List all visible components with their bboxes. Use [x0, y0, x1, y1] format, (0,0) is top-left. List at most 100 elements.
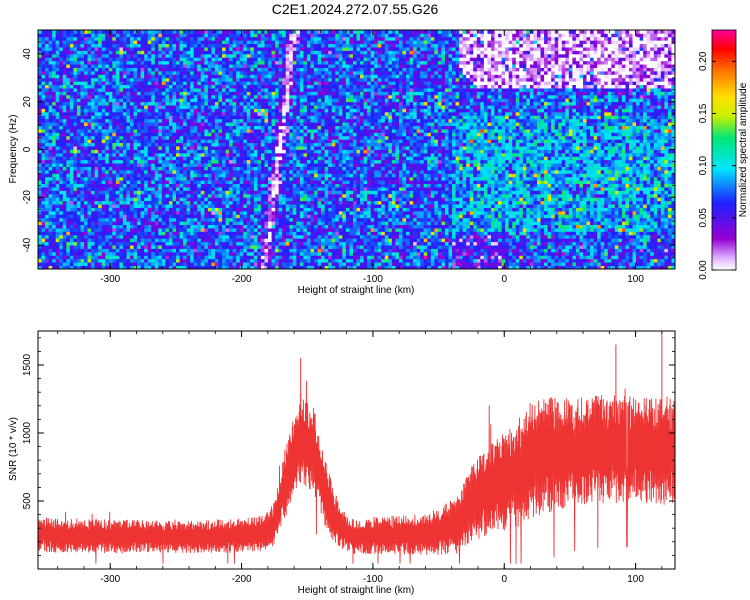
spectrogram-cell	[367, 228, 372, 232]
spectrogram-cell	[250, 241, 255, 246]
spectrogram-cell	[374, 187, 379, 191]
spectrogram-cell	[565, 187, 570, 191]
spectrogram-cell	[292, 217, 297, 222]
spectrogram-cell	[303, 217, 308, 222]
spectrogram-cell	[650, 255, 655, 260]
spectrogram-cell	[271, 234, 276, 239]
spectrogram-cell	[533, 258, 538, 263]
spectrogram-cell	[236, 262, 241, 266]
spectrogram-cell	[363, 258, 368, 263]
spectrogram-cell	[218, 217, 223, 222]
spectrogram-cell	[328, 176, 333, 181]
spectrogram-cell	[614, 231, 619, 236]
spectrogram-cell	[345, 176, 350, 181]
spectrogram-cell	[628, 197, 633, 202]
spectrogram-cell	[639, 176, 644, 181]
spectrogram-cell	[558, 224, 563, 229]
spectrogram-cell	[328, 245, 333, 249]
spectrogram-cell	[664, 210, 669, 215]
spectrogram-cell	[342, 197, 347, 202]
spectrogram-cell	[335, 214, 340, 219]
spectrogram-cell	[657, 258, 662, 263]
spectrogram-cell	[367, 183, 372, 188]
spectrogram-cell	[342, 248, 347, 253]
spectrogram-cell	[292, 204, 297, 208]
spectrogram-cell	[625, 241, 630, 246]
spectrogram-cell	[335, 248, 340, 253]
spectrogram-cell	[218, 204, 223, 208]
spectrogram-cell	[444, 173, 449, 178]
spectrogram-cell	[381, 176, 386, 181]
spectrogram-cell	[494, 238, 499, 243]
spectrogram-cell	[430, 224, 435, 229]
spectrogram-cell	[38, 197, 42, 202]
spectrogram-cell	[452, 241, 456, 246]
spectrogram-cell	[632, 221, 637, 226]
spectrogram-cell	[487, 187, 492, 191]
spectrogram-cell	[643, 238, 648, 243]
spectrogram-cell	[455, 228, 460, 232]
spectrogram-cell	[377, 248, 382, 253]
spectrogram-cell	[73, 183, 78, 188]
spectrogram-cell	[551, 187, 556, 191]
spectrogram-cell	[434, 238, 439, 243]
spectrogram-cell	[275, 262, 280, 266]
spectrogram-cell	[190, 190, 195, 195]
spectrogram-cell	[423, 200, 428, 205]
spectrogram-cell	[646, 258, 651, 263]
spectrogram-cell	[172, 251, 177, 256]
spectrogram-cell	[45, 197, 50, 202]
spectrogram-cell	[299, 262, 304, 266]
spectrogram-cell	[427, 224, 432, 229]
spectrogram-cell	[536, 214, 541, 219]
spectrogram-cell	[416, 228, 421, 232]
spectrogram-cell	[391, 214, 396, 219]
spectrogram-cell	[579, 251, 584, 256]
spectrogram-cell	[607, 224, 612, 229]
spectrogram-cell	[416, 176, 421, 181]
spectrogram-cell	[168, 241, 173, 246]
spectrogram-cell	[381, 187, 386, 191]
spectrogram-cell	[84, 228, 88, 232]
spectrogram-cell	[501, 248, 506, 253]
spectrogram-cell	[533, 190, 538, 195]
spectrogram-cell	[292, 238, 297, 243]
spectrogram-cell	[490, 248, 495, 253]
spectrogram-cell	[137, 255, 142, 260]
spectrogram-cell	[487, 200, 492, 205]
spectrogram-cell	[441, 183, 446, 188]
spectrogram-cell	[352, 255, 357, 260]
spectrogram-cell	[406, 248, 410, 253]
spectrogram-cell	[126, 255, 131, 260]
spectrogram-cell	[459, 245, 464, 249]
spectrogram-cell	[133, 258, 138, 263]
spectrogram-cell	[469, 251, 474, 256]
spectrogram-cell	[466, 197, 471, 202]
spectrogram-cell	[115, 228, 120, 232]
spectrogram-cell	[190, 258, 195, 263]
spectrogram-cell	[360, 231, 364, 236]
spectrogram-cell	[487, 265, 492, 269]
spectrogram-cell	[48, 241, 53, 246]
spectrogram-cell	[45, 176, 50, 181]
spectrogram-cell	[278, 200, 283, 205]
spectrogram-cell	[646, 197, 651, 202]
spectrogram-cell	[374, 224, 379, 229]
spectrogram-cell	[512, 262, 517, 266]
spectrogram-cell	[317, 245, 322, 249]
spectrogram-cell	[183, 207, 188, 212]
spectrogram-cell	[565, 204, 570, 208]
spectrogram-cell	[69, 248, 74, 253]
spectrogram-cell	[321, 207, 326, 212]
spectrogram-cell	[200, 183, 205, 188]
spectrogram-cell	[352, 228, 357, 232]
spectrogram-cell	[621, 207, 626, 212]
spectrogram-cell	[253, 214, 258, 219]
spectrogram-cell	[289, 207, 294, 212]
spectrogram-cell	[87, 251, 92, 256]
spectrogram-cell	[94, 187, 99, 191]
spectrogram-cell	[80, 221, 85, 226]
spectrogram-cell	[232, 228, 237, 232]
spectrogram-cell	[402, 180, 407, 185]
spectrogram-cell	[505, 214, 510, 219]
